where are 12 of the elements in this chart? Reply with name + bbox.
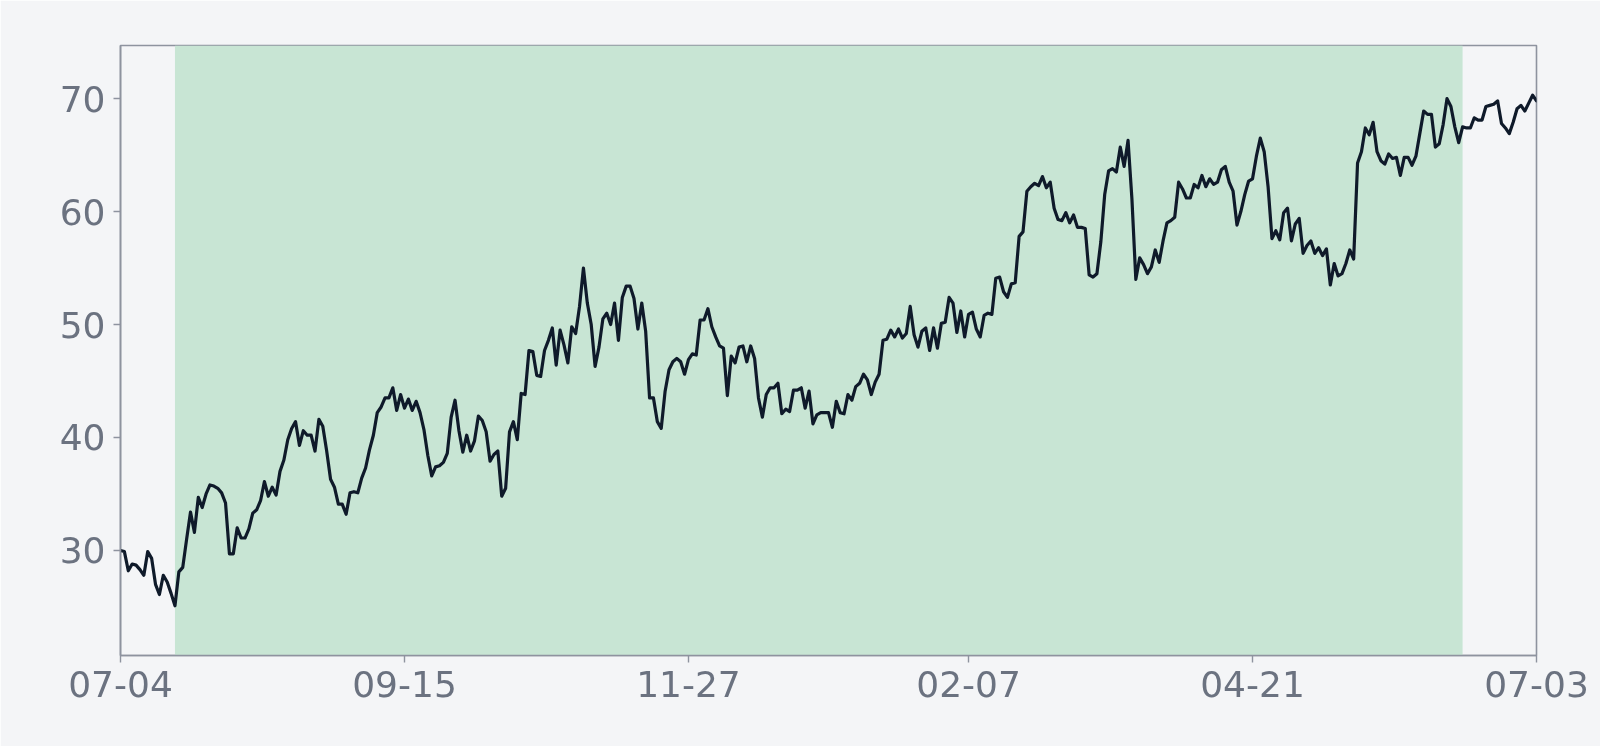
- y-tick-label: 40: [59, 417, 106, 459]
- x-tick-label: 11-27: [636, 663, 741, 705]
- x-tick-label: 04-21: [1200, 663, 1305, 705]
- x-tick-label: 02-07: [916, 663, 1021, 705]
- y-tick-label: 60: [59, 191, 106, 233]
- x-tick-label: 09-15: [352, 663, 457, 705]
- y-tick-label: 70: [59, 78, 106, 120]
- y-tick-label: 30: [59, 530, 106, 572]
- x-tick-label: 07-03: [1484, 663, 1589, 705]
- x-tick-label: 07-04: [68, 663, 173, 705]
- line-series: [120, 93, 1537, 608]
- y-tick-label: 50: [59, 304, 106, 346]
